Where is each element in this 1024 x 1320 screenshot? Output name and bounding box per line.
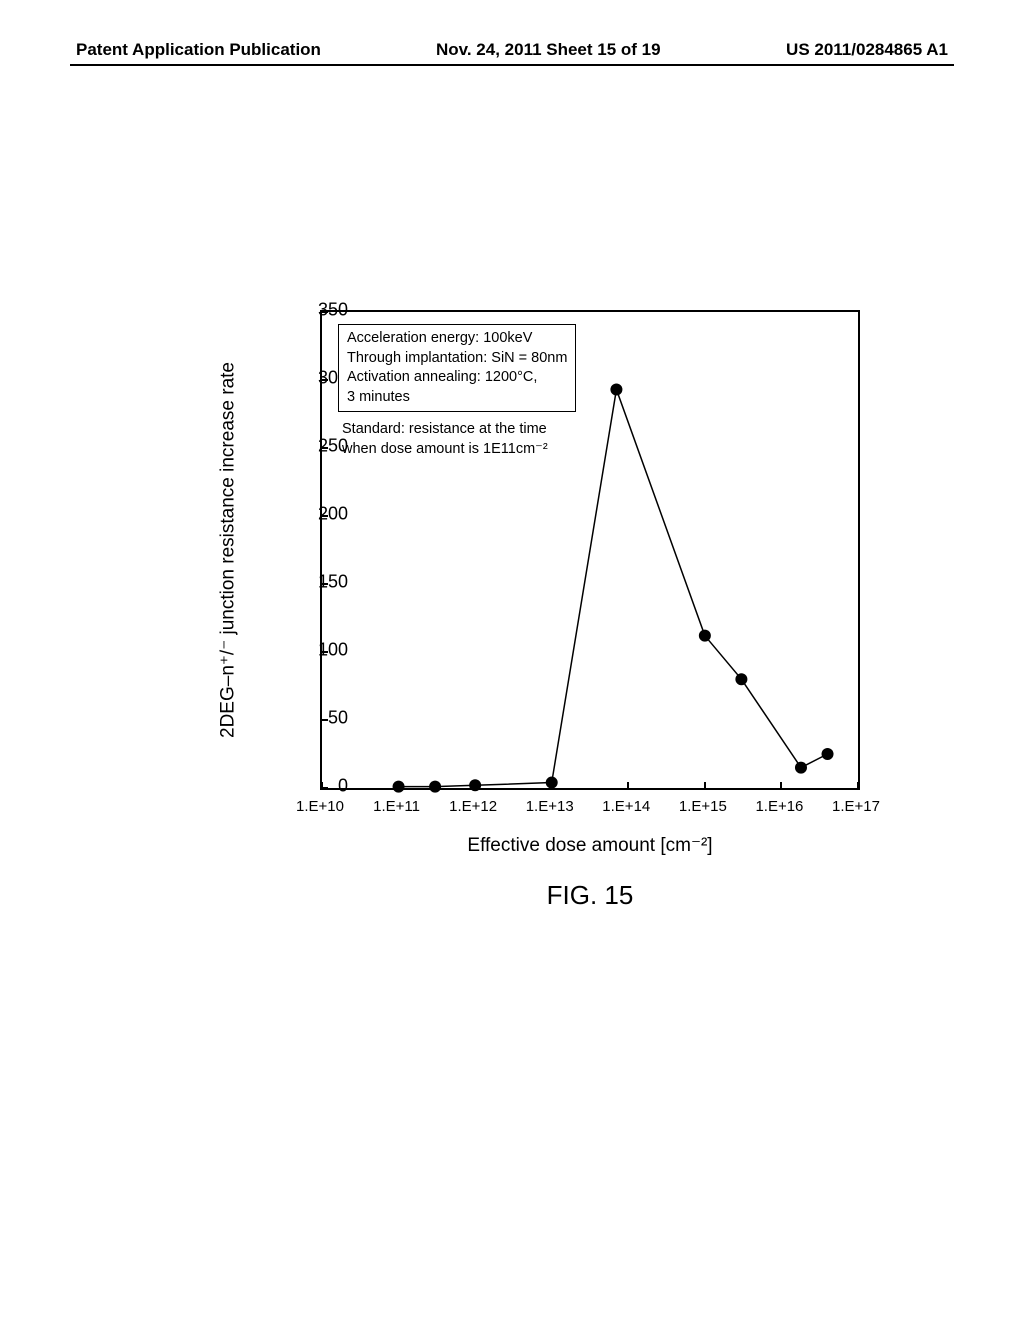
y-tick-label: 150: [318, 572, 348, 593]
data-marker: [735, 673, 747, 685]
note-line: Standard: resistance at the time: [342, 420, 548, 440]
param-line: Through implantation: SiN = 80nm: [347, 349, 567, 369]
x-tick: [551, 782, 553, 790]
param-line: Activation annealing: 1200°C,: [347, 368, 567, 388]
data-marker: [699, 630, 711, 642]
data-marker: [822, 748, 834, 760]
y-axis-label: 2DEG–n⁺/⁻ junction resistance increase r…: [217, 362, 240, 738]
x-axis-label-prefix: Effective dose amount: [467, 835, 660, 856]
x-tick: [704, 782, 706, 790]
x-tick-label: 1.E+15: [679, 798, 727, 815]
figure-caption: FIG. 15: [547, 880, 634, 911]
header-center: Nov. 24, 2011 Sheet 15 of 19: [436, 40, 661, 60]
x-axis-label-unit: [cm⁻²]: [660, 835, 712, 856]
header-rule: [70, 64, 954, 66]
y-tick-label: 200: [318, 504, 348, 525]
x-tick-label: 1.E+11: [373, 798, 420, 815]
y-axis-label-text: 2DEG–n⁺/⁻ junction resistance increase r…: [218, 362, 239, 738]
header-left: Patent Application Publication: [76, 40, 321, 60]
page: Patent Application Publication Nov. 24, …: [0, 0, 1024, 1320]
x-tick: [780, 782, 782, 790]
y-tick-label: 100: [318, 640, 348, 661]
y-tick-label: 0: [338, 776, 348, 797]
x-tick: [398, 782, 400, 790]
header-right: US 2011/0284865 A1: [786, 40, 948, 60]
x-tick-label: 1.E+10: [296, 798, 344, 815]
note-line: when dose amount is 1E11cm⁻²: [342, 440, 548, 460]
x-tick-label: 1.E+16: [755, 798, 803, 815]
param-line: Acceleration energy: 100keV: [347, 329, 567, 349]
standard-note: Standard: resistance at the timewhen dos…: [342, 420, 548, 459]
data-marker: [795, 762, 807, 774]
data-marker: [610, 384, 622, 396]
x-tick-label: 1.E+12: [449, 798, 497, 815]
y-tick-label: 350: [318, 300, 348, 321]
data-marker: [429, 781, 441, 793]
x-tick-label: 1.E+14: [602, 798, 650, 815]
figure-15: 050100150200250300350 1.E+101.E+111.E+12…: [120, 290, 900, 930]
x-tick: [857, 782, 859, 790]
y-tick-label: 50: [328, 708, 348, 729]
x-tick: [627, 782, 629, 790]
x-tick-label: 1.E+17: [832, 798, 880, 815]
x-axis-label: Effective dose amount [cm⁻²]: [467, 834, 712, 857]
x-tick-label: 1.E+13: [526, 798, 574, 815]
parameter-box: Acceleration energy: 100keVThrough impla…: [338, 324, 576, 412]
x-tick: [321, 782, 323, 790]
y-tick: [320, 719, 328, 721]
param-line: 3 minutes: [347, 388, 567, 408]
x-tick: [474, 782, 476, 790]
